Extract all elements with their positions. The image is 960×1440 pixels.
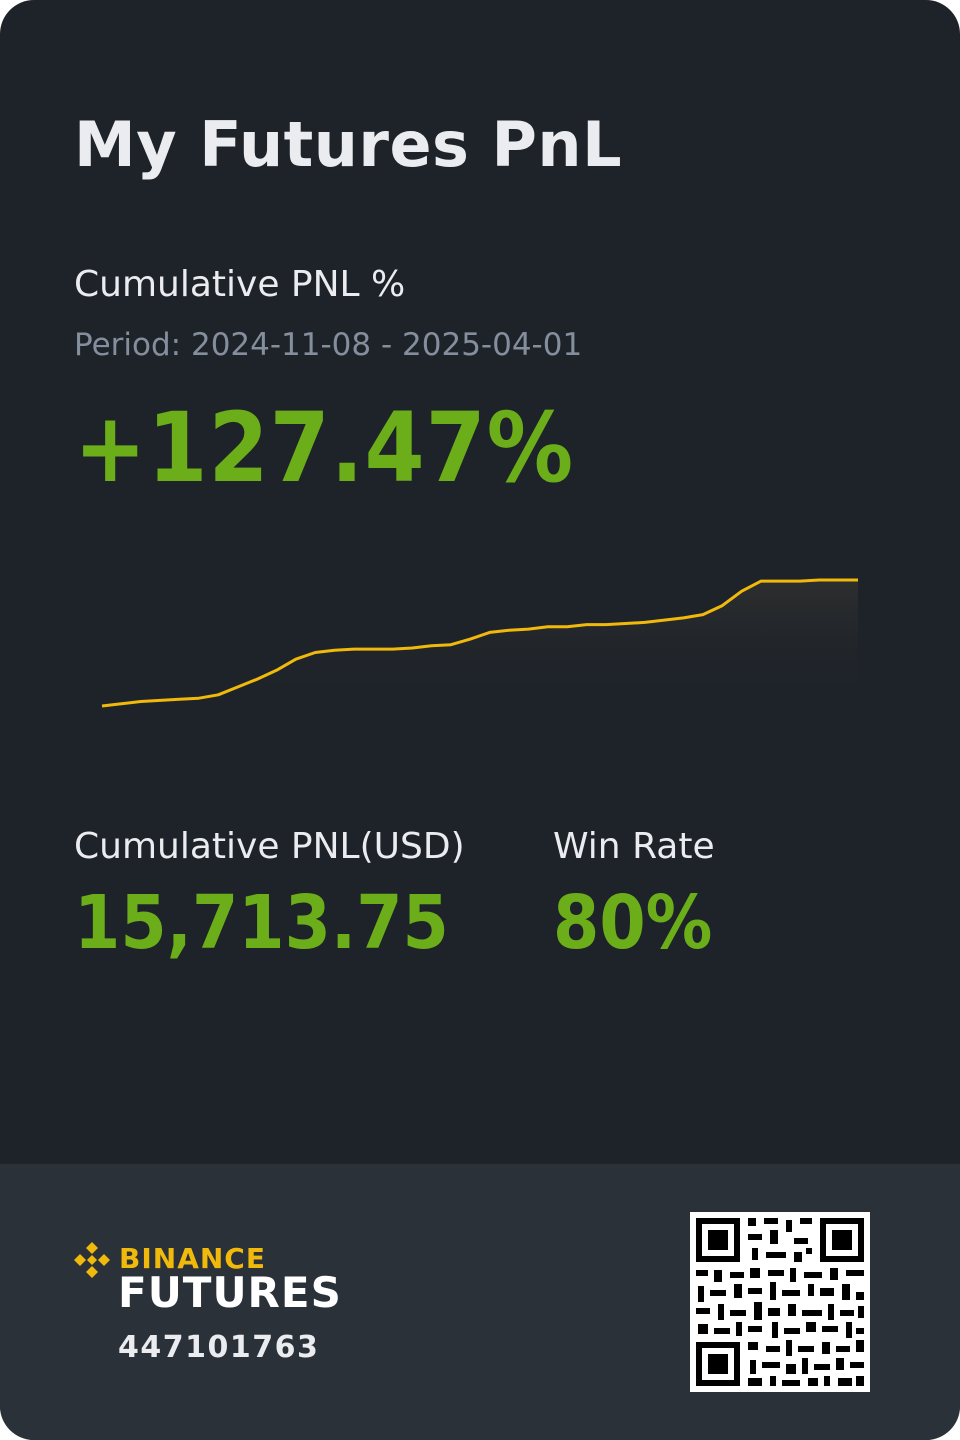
qr-code-icon[interactable] [690, 1212, 870, 1392]
pnl-series-line [101, 578, 858, 708]
binance-logo-icon [74, 1242, 110, 1278]
cumulative-pnl-usd-label: Cumulative PNL(USD) [74, 826, 465, 867]
account-id: 447101763 [118, 1330, 320, 1365]
win-rate-label: Win Rate [553, 826, 715, 867]
period-range: 2024-11-08 - 2025-04-01 [190, 327, 583, 363]
pnl-area-fill [102, 580, 858, 706]
product-name: FUTURES [118, 1268, 342, 1317]
brand-name: BINANCE [119, 1242, 266, 1275]
period-text: Period: 2024-11-08 - 2025-04-01 [74, 327, 582, 363]
win-rate-value: 80% [553, 880, 713, 966]
pnl-line-chart [101, 578, 858, 708]
period-prefix: Period: [74, 327, 182, 363]
page-title: My Futures PnL [74, 108, 623, 181]
cumulative-pnl-usd-value: 15,713.75 [74, 880, 449, 966]
cumulative-pnl-percent-label: Cumulative PNL % [74, 264, 406, 305]
cumulative-pnl-percent-value: +127.47% [74, 392, 575, 504]
